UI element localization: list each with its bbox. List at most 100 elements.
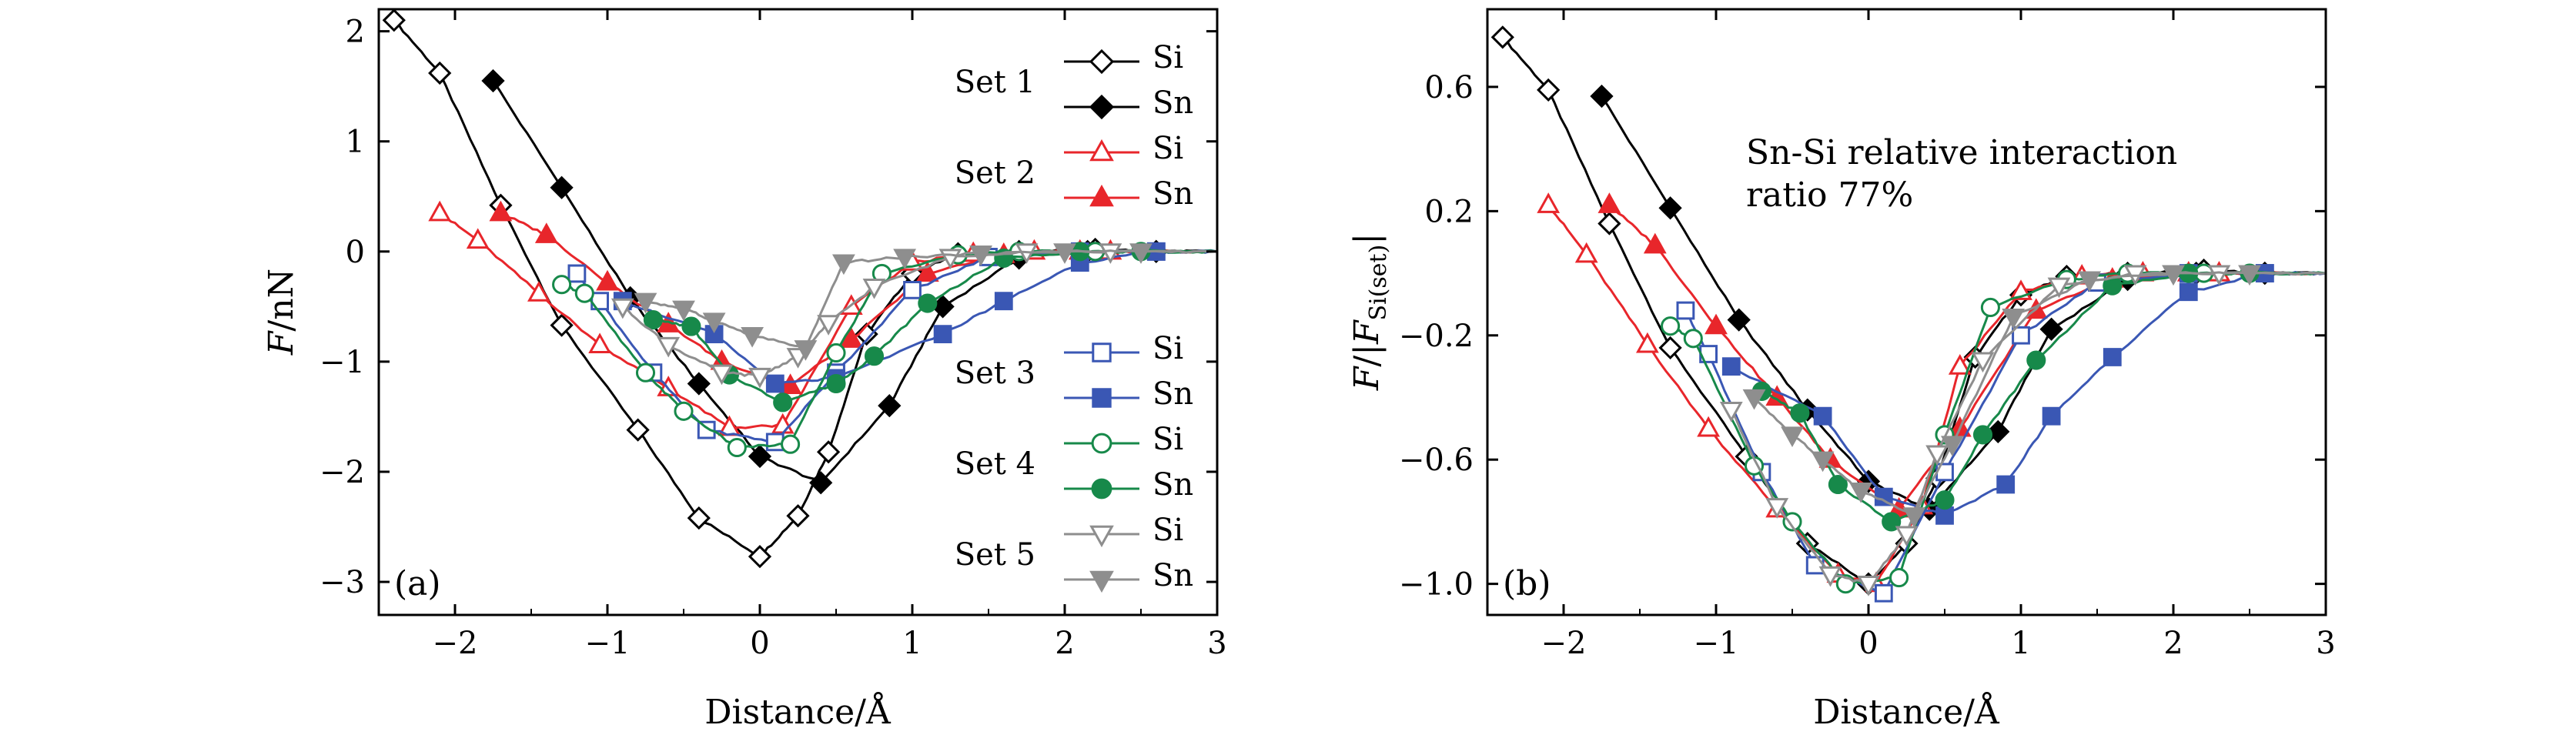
data-point-Si5	[1895, 526, 1919, 547]
series-Sn3-b	[1721, 264, 2327, 525]
data-point-Si3	[1699, 345, 1718, 363]
data-point-Si5	[862, 278, 886, 299]
legend-set-4-label: Set 4	[955, 446, 1035, 482]
y-tick-label: 1	[346, 125, 365, 160]
data-point-Sn5	[1053, 243, 1076, 264]
legend-set-2-label: Set 2	[955, 155, 1035, 191]
legend-marker-Sn5	[1089, 570, 1114, 593]
legend-si-5: Si	[1153, 513, 1183, 548]
series-Sn5-a	[634, 243, 1218, 361]
legend-si-4: Si	[1153, 422, 1183, 457]
data-point-Si1	[382, 8, 406, 32]
series-Sn5-b	[1742, 265, 2327, 528]
data-point-Sn1	[1986, 419, 2010, 444]
data-point-Sn3	[2179, 282, 2198, 302]
data-point-Si2	[1537, 192, 1561, 213]
series-Si1-a	[382, 8, 1218, 569]
data-point-Si2	[1574, 242, 1598, 263]
legend-sn-5: Sn	[1153, 558, 1193, 593]
x-tick-label: 3	[2316, 626, 2335, 661]
data-point-Si2	[428, 200, 452, 222]
data-point-Sn4	[864, 346, 885, 366]
legend-marker-Sn2	[1089, 184, 1114, 207]
x-tick-label: 1	[902, 626, 922, 661]
series-line-Sn3	[1730, 271, 2327, 517]
data-point-Si1	[550, 313, 574, 337]
data-point-Si3	[1676, 301, 1695, 320]
data-point-Si1	[626, 418, 650, 442]
legend-sn-2: Sn	[1153, 176, 1193, 212]
data-point-Si1	[748, 545, 772, 569]
data-point-Sn1	[878, 394, 902, 418]
data-point-Sn4	[1790, 403, 1810, 423]
y-tick-label: 0.6	[1424, 70, 1474, 105]
legend-marker-Sn3	[1092, 388, 1112, 408]
data-point-Si2	[527, 281, 550, 302]
y-tick-label: −2	[319, 455, 365, 490]
data-point-Sn4	[2026, 350, 2046, 370]
data-point-Sn3	[765, 374, 785, 393]
data-point-Si4	[727, 437, 747, 458]
legend-marker-Si4	[1091, 433, 1112, 454]
data-point-Sn5	[1811, 451, 1835, 473]
data-point-Sn1	[809, 471, 833, 495]
x-axis-ticks-b: −2 −1 0 1 2 3	[1487, 9, 2336, 661]
data-point-Si5	[748, 367, 771, 389]
data-point-Sn3	[1935, 506, 1954, 525]
data-point-Sn1	[748, 444, 772, 469]
data-point-Sn5	[2002, 308, 2026, 329]
data-point-Sn3	[933, 325, 952, 344]
data-point-Si4	[674, 401, 694, 421]
legend-marker-Sn4	[1091, 478, 1112, 499]
data-point-Si1	[1537, 78, 1561, 102]
x-tick-label: −2	[433, 626, 478, 661]
y-tick-label: −0.2	[1399, 319, 1474, 354]
data-point-Sn3	[1996, 475, 2016, 494]
data-point-Sn2	[778, 373, 802, 394]
legend-set-3-label: Set 3	[955, 356, 1035, 391]
data-point-Sn2	[1643, 232, 1667, 254]
y-tick-label: −1.0	[1399, 567, 1474, 603]
series-Si4-a	[552, 242, 1218, 458]
data-point-Si5	[817, 315, 841, 336]
legend-sn-4: Sn	[1153, 467, 1193, 503]
data-point-Si1	[816, 440, 841, 464]
y-tick-label: −3	[319, 565, 365, 600]
data-point-Si5	[1818, 566, 1842, 587]
y-tick-label: −1	[319, 345, 365, 380]
data-point-Sn4	[918, 293, 938, 313]
data-point-Sn5	[1129, 243, 1153, 264]
x-tick-label: 2	[2163, 626, 2183, 661]
legend-si-1: Si	[1153, 40, 1183, 75]
data-point-Sn1	[550, 175, 574, 199]
data-point-Si4	[635, 362, 656, 383]
y-tick-label: −0.6	[1399, 443, 1474, 478]
data-point-Sn5	[2078, 271, 2102, 292]
data-point-Si1	[687, 506, 711, 530]
data-point-Sn3	[2103, 348, 2122, 366]
series-line-Si5	[1730, 271, 2327, 586]
data-point-Si4	[574, 283, 594, 303]
data-point-Sn1	[687, 372, 711, 396]
x-tick-label: 0	[1858, 626, 1878, 661]
data-point-Si3	[2012, 326, 2030, 345]
data-point-Si4	[1980, 297, 2000, 317]
data-point-Sn2	[1597, 192, 1621, 213]
data-point-Si2	[588, 332, 612, 354]
data-point-Sn1	[1727, 308, 1751, 332]
legend-marker-Si2	[1089, 139, 1114, 162]
data-point-Si5	[1719, 402, 1743, 423]
plot-area-b	[1490, 25, 2327, 603]
panel-label-b: (b)	[1503, 564, 1551, 603]
data-point-Si5	[2047, 277, 2071, 299]
data-point-Sn3	[994, 292, 1013, 311]
data-point-Si5	[1925, 445, 1949, 466]
y-axis-title-b: F/|FSi(set)|	[1347, 233, 1392, 391]
data-point-Sn5	[794, 340, 818, 361]
data-point-Sn5	[634, 292, 657, 314]
x-axis-ticks-a: −2 −1 0 1 2 3	[378, 9, 1227, 661]
data-point-Si4	[1683, 329, 1703, 349]
legend-si-3: Si	[1153, 331, 1183, 366]
data-point-Sn2	[534, 222, 558, 243]
panel-a: −2 −1 0 1 2 3 −3 −2 −1 0 1 2 (a) Distance/Å F/nN S…	[262, 8, 1227, 732]
